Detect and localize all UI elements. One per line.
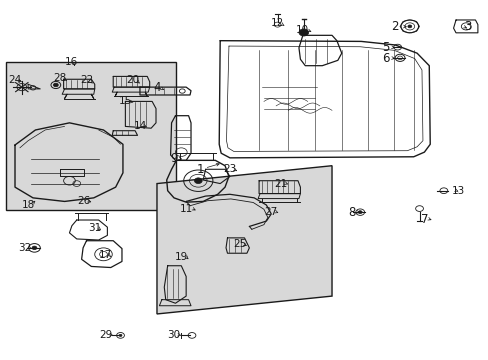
Text: 12: 12 [270, 18, 284, 28]
Circle shape [194, 178, 202, 184]
Text: 22: 22 [80, 75, 93, 85]
Text: 11: 11 [179, 203, 192, 213]
Text: 30: 30 [167, 330, 180, 341]
Text: 4: 4 [153, 81, 161, 94]
Text: 8: 8 [347, 206, 354, 219]
Circle shape [298, 29, 308, 36]
Circle shape [119, 334, 122, 337]
Text: 31: 31 [88, 223, 101, 233]
Polygon shape [157, 166, 331, 314]
Text: 32: 32 [18, 243, 31, 253]
Text: 13: 13 [451, 186, 464, 196]
Text: 26: 26 [77, 197, 90, 206]
Text: 7: 7 [420, 213, 427, 226]
Text: 3: 3 [464, 20, 471, 33]
Bar [6, 62, 176, 210]
Text: 23: 23 [223, 164, 236, 174]
Circle shape [358, 211, 362, 213]
Text: 15: 15 [119, 96, 132, 107]
Circle shape [407, 25, 411, 28]
Text: 24: 24 [8, 75, 21, 85]
Text: 6: 6 [381, 52, 388, 65]
Text: 18: 18 [21, 200, 35, 210]
Text: 17: 17 [99, 250, 112, 260]
Text: 5: 5 [381, 41, 388, 54]
Text: 21: 21 [274, 179, 287, 189]
Text: 2: 2 [391, 20, 398, 33]
Text: 25: 25 [233, 239, 246, 249]
Text: 29: 29 [99, 330, 112, 341]
Text: 20: 20 [126, 75, 139, 85]
Text: 27: 27 [264, 207, 277, 217]
Text: 19: 19 [174, 252, 187, 262]
Circle shape [53, 83, 58, 87]
Circle shape [32, 246, 37, 249]
Text: 9: 9 [170, 152, 177, 165]
Text: 10: 10 [296, 25, 309, 35]
Text: 1: 1 [197, 163, 204, 176]
Text: 28: 28 [53, 73, 66, 83]
Text: 14: 14 [133, 121, 146, 131]
Text: 16: 16 [65, 57, 79, 67]
